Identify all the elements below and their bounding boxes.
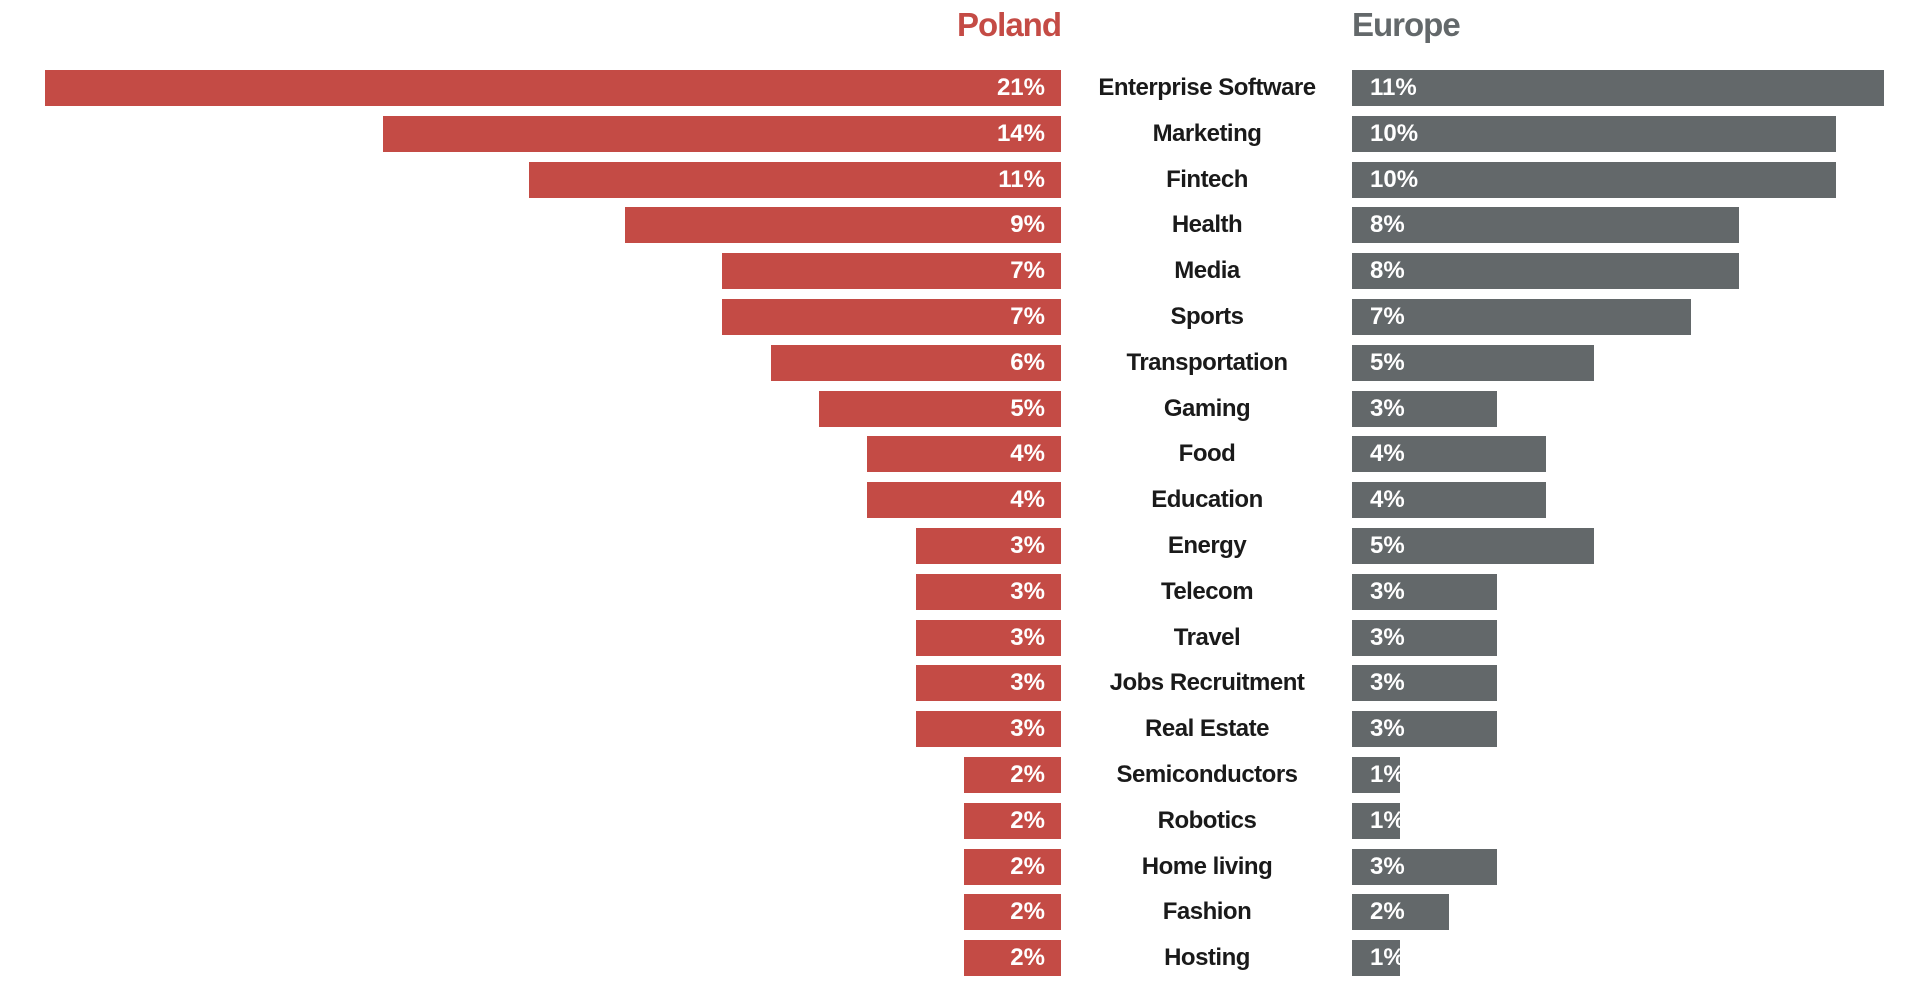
poland-bar: 11%: [528, 161, 1061, 198]
category-label: Marketing: [1152, 119, 1262, 147]
poland-bar: 4%: [867, 436, 1061, 473]
poland-bar: 14%: [383, 115, 1061, 152]
poland-bar: 4%: [867, 482, 1061, 519]
europe-bar: 2%: [1352, 894, 1449, 931]
europe-bar: 7%: [1352, 299, 1691, 335]
category-label: Real Estate: [1145, 715, 1269, 743]
europe-bar: 4%: [1352, 436, 1546, 473]
europe-bar: 10%: [1352, 115, 1836, 152]
poland-bar: 5%: [819, 390, 1061, 427]
category-label: Fashion: [1162, 898, 1252, 926]
category-label: Robotics: [1157, 806, 1257, 834]
poland-bar: 2%: [964, 757, 1061, 793]
europe-bar: 5%: [1352, 528, 1594, 564]
poland-bar: 3%: [915, 528, 1061, 564]
category-label: Enterprise Software: [1098, 74, 1316, 101]
category-label: Gaming: [1163, 394, 1251, 422]
poland-series-title: Poland: [956, 6, 1062, 43]
poland-bar: 3%: [915, 573, 1061, 610]
category-label: Health: [1171, 211, 1243, 239]
category-label: Fintech: [1166, 165, 1248, 193]
europe-series-title: Europe: [1352, 6, 1461, 43]
poland-bar: 21%: [44, 70, 1061, 106]
category-label: Hosting: [1164, 944, 1250, 972]
category-label: Semiconductors: [1116, 761, 1298, 788]
category-label: Sports: [1170, 303, 1244, 330]
europe-bar: 4%: [1352, 482, 1546, 519]
europe-bar: 1%: [1352, 940, 1401, 977]
poland-bar: 7%: [722, 253, 1061, 290]
europe-bar: 8%: [1352, 253, 1740, 290]
europe-bar: 3%: [1352, 573, 1498, 610]
poland-bar: 2%: [964, 848, 1061, 885]
poland-bar: 7%: [722, 299, 1061, 335]
category-label: Food: [1178, 440, 1236, 468]
europe-bar: 10%: [1352, 161, 1836, 198]
europe-bar: 5%: [1352, 344, 1594, 381]
poland-bar: 3%: [915, 711, 1061, 748]
category-label: Education: [1151, 486, 1263, 514]
europe-bar: 8%: [1352, 207, 1740, 244]
poland-bar: 3%: [915, 665, 1061, 702]
europe-bar: 3%: [1352, 619, 1498, 656]
europe-bar: 3%: [1352, 848, 1498, 885]
poland-bar: 2%: [964, 940, 1061, 977]
category-label: Energy: [1167, 532, 1247, 559]
poland-bar: 2%: [964, 802, 1061, 839]
category-label: Travel: [1173, 623, 1241, 651]
category-label: Jobs Recruitment: [1109, 669, 1305, 697]
europe-bar: 1%: [1352, 802, 1401, 839]
category-label: Telecom: [1160, 577, 1254, 605]
poland-bar: 2%: [964, 894, 1061, 931]
poland-bar: 6%: [770, 344, 1061, 381]
poland-bar: 3%: [915, 619, 1061, 656]
europe-bar: 3%: [1352, 665, 1498, 702]
europe-bar: 3%: [1352, 390, 1498, 427]
category-label: Media: [1174, 257, 1240, 285]
europe-bar: 1%: [1352, 757, 1401, 793]
category-label: Home living: [1141, 852, 1273, 880]
europe-bar: 3%: [1352, 711, 1498, 748]
europe-bar: 11%: [1352, 70, 1885, 106]
poland-bar: 9%: [625, 207, 1061, 244]
category-label: Transportation: [1126, 348, 1288, 376]
